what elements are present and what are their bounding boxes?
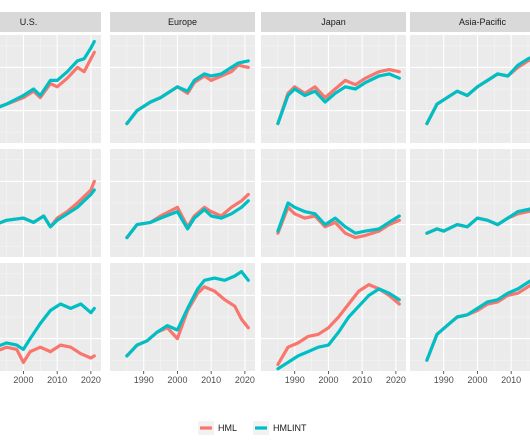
panels-layer (0, 35, 530, 371)
series-line-hmlint (276, 287, 401, 371)
series-line-hmlint (0, 188, 96, 229)
x-tick-label: 2010 (352, 375, 372, 385)
x-tick-label: 2000 (467, 375, 487, 385)
facet-strip-label: Japan (321, 17, 346, 27)
series-line-hml (276, 205, 401, 240)
series-line-hmlint (276, 72, 401, 126)
facet-panel (261, 35, 406, 143)
facet-strip-label: Europe (168, 17, 197, 27)
facet-panel (0, 149, 101, 257)
series-line-hml (0, 343, 96, 364)
facet-panel (261, 149, 406, 257)
facet-strip (261, 12, 406, 32)
series-line-hmlint (0, 39, 96, 109)
series-line-hml (276, 67, 401, 126)
series-line-hmlint (0, 302, 96, 351)
series-line-hmlint (425, 56, 530, 126)
legend-label: HML (218, 423, 237, 433)
facet-strip (410, 12, 530, 32)
x-tick-label: 2000 (13, 375, 33, 385)
facet-panel (110, 149, 255, 257)
series-line-hmlint (276, 201, 401, 235)
x-tick-label: 2010 (47, 375, 67, 385)
x-tick-label: 2020 (81, 375, 101, 385)
x-tick-label: 2010 (201, 375, 221, 385)
series-line-hmlint (425, 279, 530, 362)
facet-panel (0, 35, 101, 143)
legend-item: HML (198, 421, 237, 435)
facet-strip-label: Asia-Pacific (459, 17, 507, 27)
facet-strip (110, 12, 255, 32)
legend-label: HMLINT (273, 423, 307, 433)
series-line-hmlint (425, 207, 530, 235)
facet-strips: U.S. Europe Japan Asia-Pacific (0, 12, 530, 32)
x-tick-label: 2020 (386, 375, 406, 385)
x-tick-label: 2020 (235, 375, 255, 385)
x-axis: 2000 2010 2020 1990 2000 2010 2020 1990 2000 2010… (13, 371, 521, 385)
series-line-hmlint (125, 199, 250, 240)
facet-panel (410, 149, 530, 257)
legend-item: HMLINT (253, 421, 307, 435)
x-tick-label: 2010 (501, 375, 521, 385)
legend: HML HMLINT (198, 421, 307, 435)
x-tick-label: 1990 (134, 375, 154, 385)
x-tick-label: 2000 (167, 375, 187, 385)
x-tick-label: 1990 (434, 375, 454, 385)
series-line-hmlint (125, 59, 250, 126)
series-line-hmlint (125, 270, 250, 358)
facet-strip-label: U.S. (20, 17, 38, 27)
facet-strip (0, 12, 101, 32)
x-tick-label: 1990 (285, 375, 305, 385)
x-tick-label: 2000 (318, 375, 338, 385)
facet-panel (410, 35, 530, 143)
